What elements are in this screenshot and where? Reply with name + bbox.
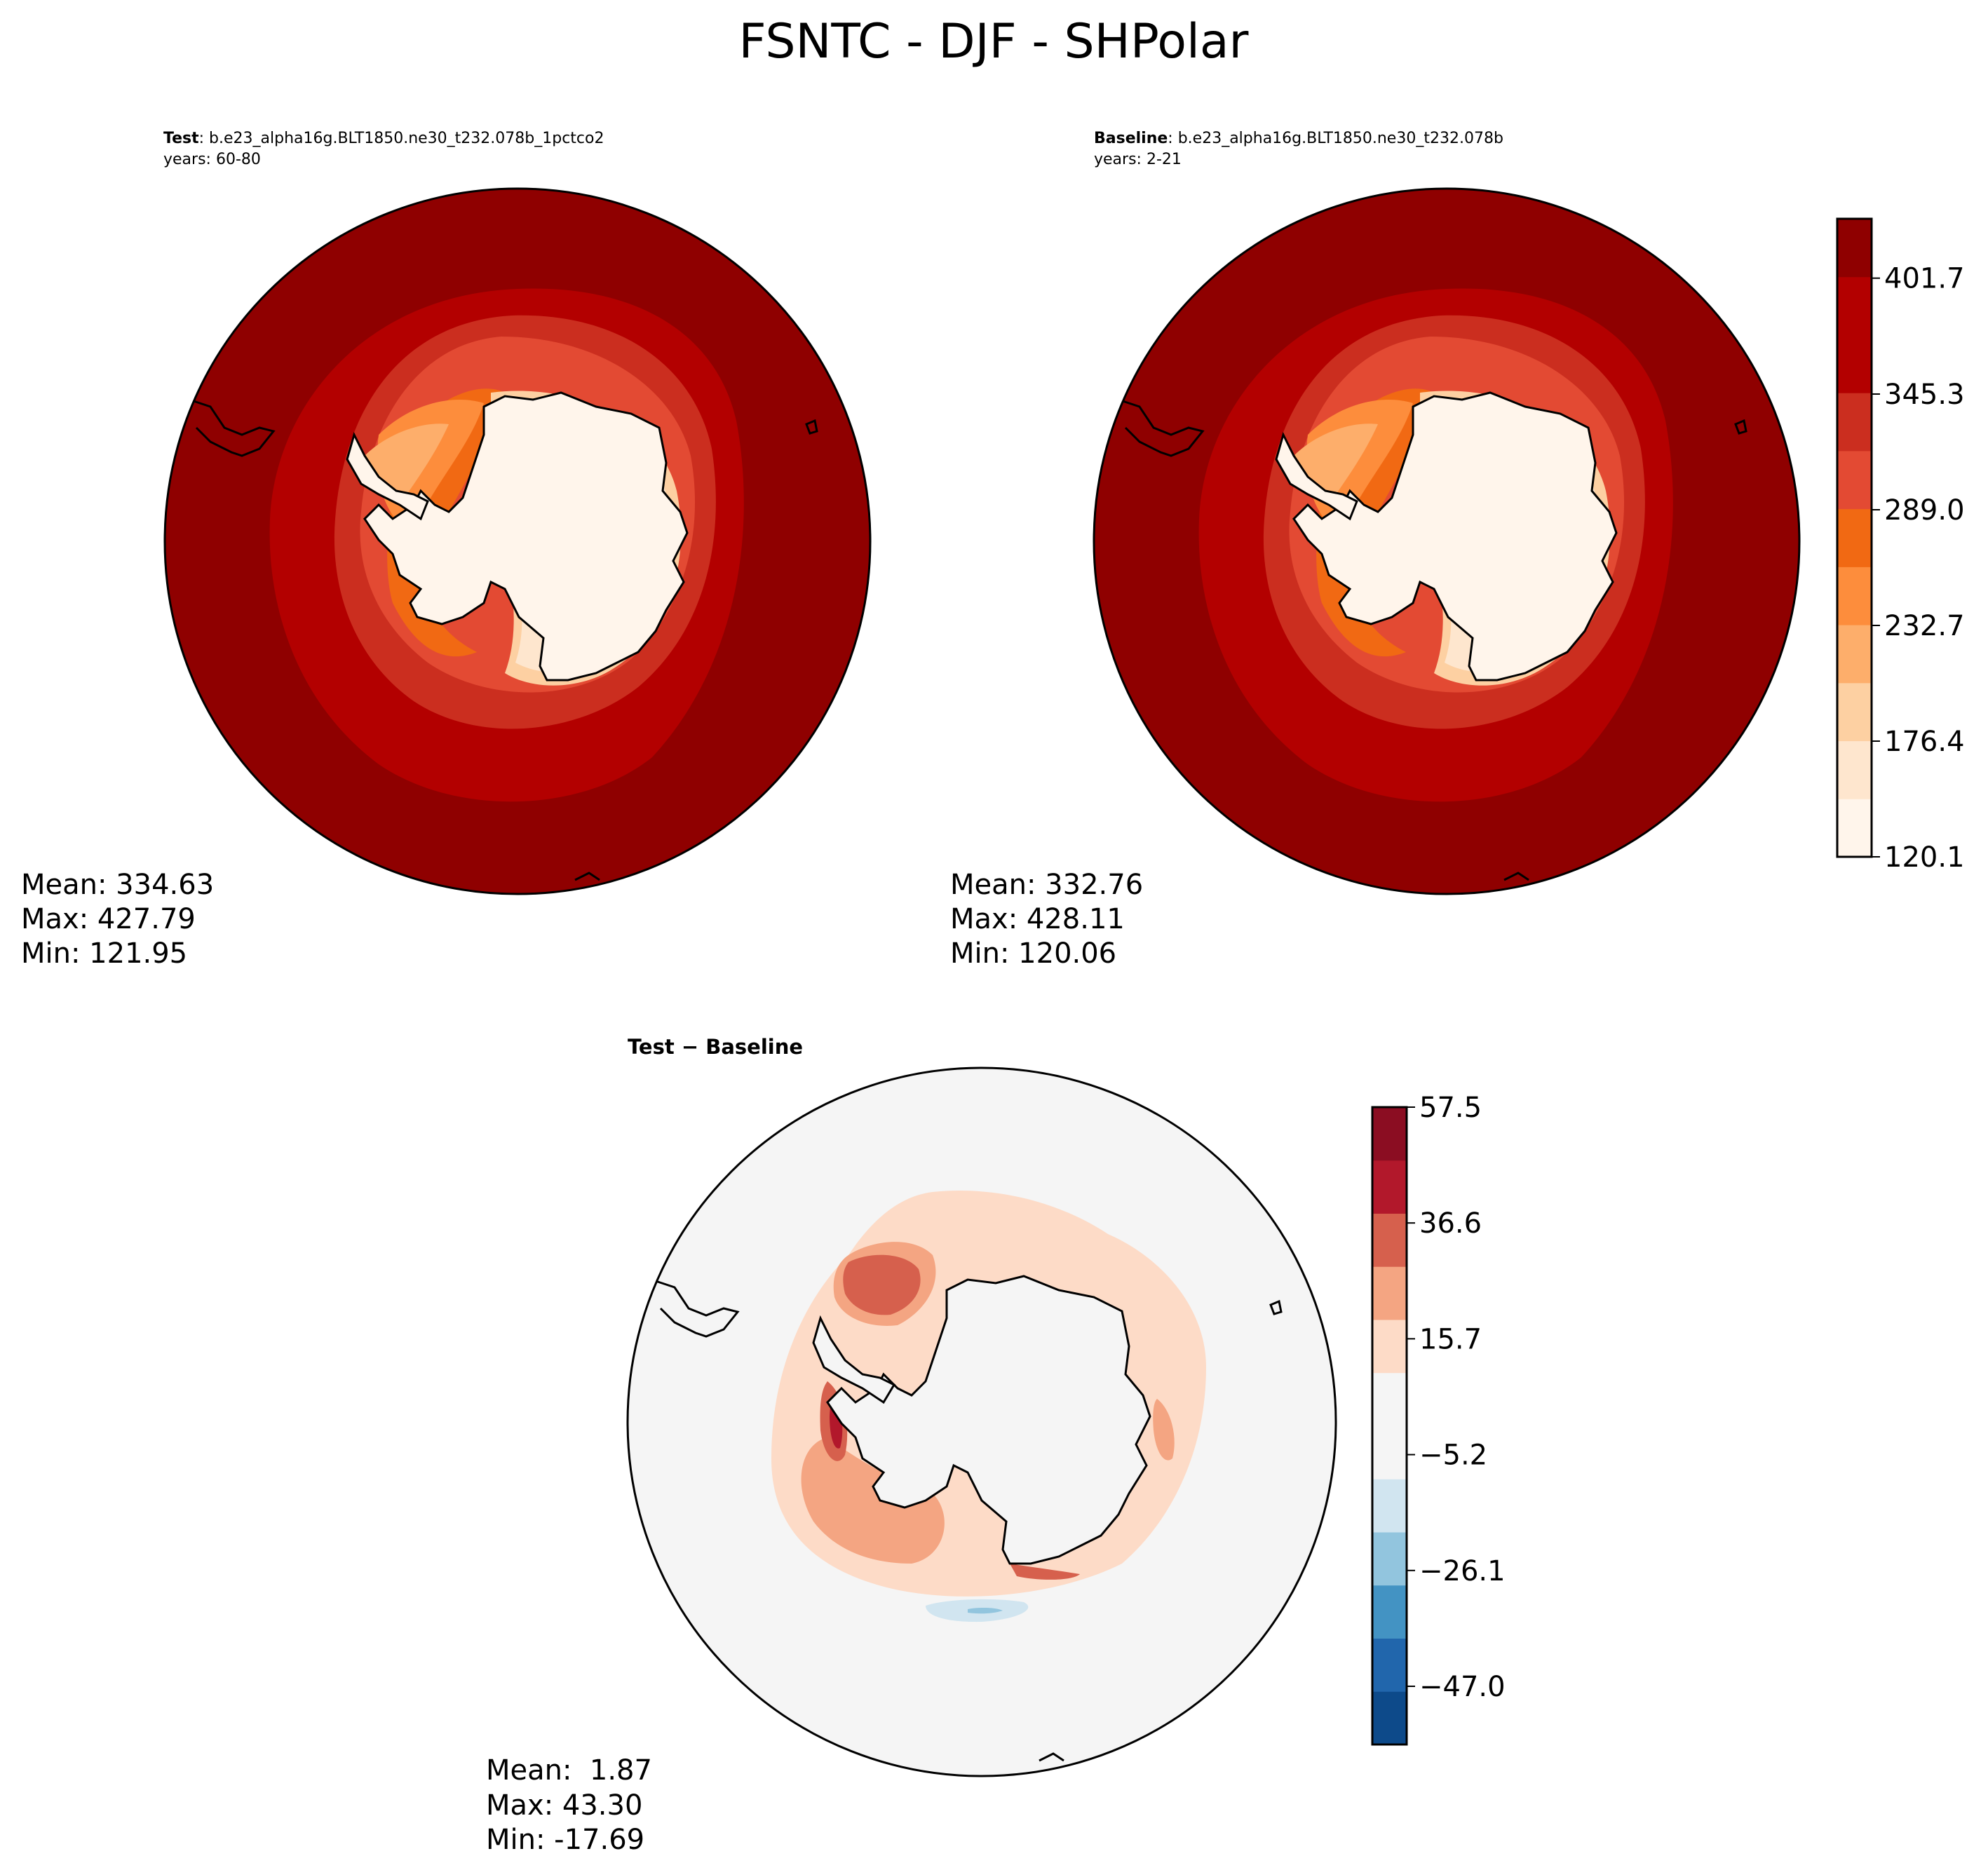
main-colorbar-tick-label: 345.3 — [1884, 379, 1965, 411]
baseline-stat-mean: Mean: 332.76 — [950, 869, 1143, 901]
main-colorbar: 120.1 176.4 232.7 289.0 345.3 401.7 — [1836, 217, 1965, 874]
difference-colorbar-tick-label: 57.5 — [1419, 1092, 1482, 1124]
test-map — [165, 189, 870, 894]
test-years: years: 60-80 — [163, 151, 261, 168]
difference-nz-island — [1269, 1299, 1283, 1315]
difference-colorbar-segment — [1372, 1107, 1407, 1161]
baseline-peninsula — [1275, 431, 1358, 521]
difference-field-pos-south — [1010, 1564, 1080, 1580]
main-colorbar-segment — [1837, 334, 1872, 393]
difference-colorbar-tick-label: −5.2 — [1419, 1439, 1487, 1472]
baseline-title-case: : b.e23_alpha16g.BLT1850.ne30_t232.078b — [1168, 130, 1503, 147]
main-colorbar-segment — [1837, 799, 1872, 858]
difference-colorbar-segment — [1372, 1372, 1407, 1426]
difference-colorbar-border — [1371, 1106, 1408, 1746]
difference-field-neg-core — [968, 1607, 1003, 1614]
difference-colorbar-segment — [1372, 1532, 1407, 1586]
difference-map-border — [626, 1066, 1337, 1777]
difference-colorbar-segment — [1372, 1585, 1407, 1639]
main-colorbar-tick-label: 289.0 — [1884, 494, 1965, 527]
difference-field-pos-mid-a — [801, 1437, 945, 1564]
difference-south-america — [653, 1279, 740, 1338]
difference-map — [628, 1068, 1336, 1776]
test-map-border — [163, 187, 872, 895]
baseline-stat-max: Max: 428.11 — [950, 903, 1125, 935]
main-colorbar-segment — [1837, 393, 1872, 452]
baseline-map — [1094, 189, 1799, 894]
baseline-africa-tip — [1503, 872, 1529, 881]
test-title-bold: Test — [163, 130, 199, 147]
test-africa-tip — [574, 872, 600, 881]
difference-field-pos-east — [1153, 1399, 1175, 1461]
difference-colorbar-tick-label: 15.7 — [1419, 1323, 1482, 1355]
difference-colorbar: −47.0 −26.1 −5.2 15.7 36.6 57.5 — [1371, 1092, 1506, 1746]
test-nz-island — [805, 419, 818, 435]
main-colorbar-segment — [1837, 682, 1872, 742]
difference-colorbar-segment — [1372, 1320, 1407, 1374]
baseline-panel: Baseline: b.e23_alpha16g.BLT1850.ne30_t2… — [950, 130, 1965, 970]
difference-field-pos-high — [843, 1254, 921, 1315]
difference-colorbar-tick-label: −47.0 — [1419, 1671, 1506, 1703]
baseline-stat-min: Min: 120.06 — [950, 937, 1116, 970]
difference-colorbar-segment — [1372, 1479, 1407, 1533]
test-title-case: : b.e23_alpha16g.BLT1850.ne30_t232.078b_… — [199, 130, 604, 147]
difference-colorbar-tick-label: 36.6 — [1419, 1207, 1482, 1240]
difference-colorbar-segment — [1372, 1213, 1407, 1267]
difference-title: Test − Baseline — [628, 1035, 803, 1059]
main-colorbar-segment — [1837, 567, 1872, 625]
difference-stat-max: Max: 43.30 — [486, 1789, 642, 1822]
test-title: Test: b.e23_alpha16g.BLT1850.ne30_t232.0… — [163, 130, 604, 147]
test-stat-min: Min: 121.95 — [21, 937, 187, 970]
difference-colorbar-segment — [1372, 1160, 1407, 1214]
main-colorbar-tick-label: 401.7 — [1884, 263, 1965, 295]
difference-stat-mean: Mean: 1.87 — [486, 1754, 652, 1787]
baseline-title-bold: Baseline — [1094, 130, 1168, 147]
figure-title: FSNTC - DJF - SHPolar — [738, 14, 1248, 69]
difference-colorbar-segment — [1372, 1638, 1407, 1692]
main-colorbar-segment — [1837, 219, 1872, 278]
test-stat-max: Max: 427.79 — [21, 903, 196, 935]
test-stat-mean: Mean: 334.63 — [21, 869, 214, 901]
difference-stat-min: Min: -17.69 — [486, 1824, 644, 1856]
main-colorbar-segment — [1837, 625, 1872, 684]
main-colorbar-segment — [1837, 508, 1872, 567]
difference-colorbar-tick-label: −26.1 — [1419, 1555, 1506, 1587]
main-colorbar-border — [1836, 217, 1873, 858]
baseline-map-border — [1093, 187, 1801, 895]
difference-colorbar-segment — [1372, 1425, 1407, 1479]
main-colorbar-tick-label: 176.4 — [1884, 726, 1965, 758]
baseline-years: years: 2-21 — [1094, 151, 1182, 168]
difference-colorbar-segment — [1372, 1691, 1407, 1745]
baseline-nz-island — [1734, 419, 1747, 435]
difference-colorbar-segment — [1372, 1266, 1407, 1320]
main-colorbar-tick-label: 232.7 — [1884, 610, 1965, 642]
difference-africa-tip — [1039, 1752, 1064, 1762]
test-panel: Test: b.e23_alpha16g.BLT1850.ne30_t232.0… — [21, 130, 872, 970]
difference-panel: Test − Baseline Mean: 1.87 Max: 43.30 Mi… — [486, 1035, 1506, 1856]
main-colorbar-segment — [1837, 740, 1872, 799]
test-south-america — [189, 398, 276, 457]
test-peninsula — [346, 431, 429, 521]
baseline-south-america — [1118, 398, 1205, 457]
difference-peninsula — [812, 1315, 896, 1404]
main-colorbar-segment — [1837, 276, 1872, 335]
main-colorbar-tick-label: 120.1 — [1884, 841, 1965, 874]
main-colorbar-segment — [1837, 450, 1872, 510]
baseline-title: Baseline: b.e23_alpha16g.BLT1850.ne30_t2… — [1094, 130, 1503, 147]
